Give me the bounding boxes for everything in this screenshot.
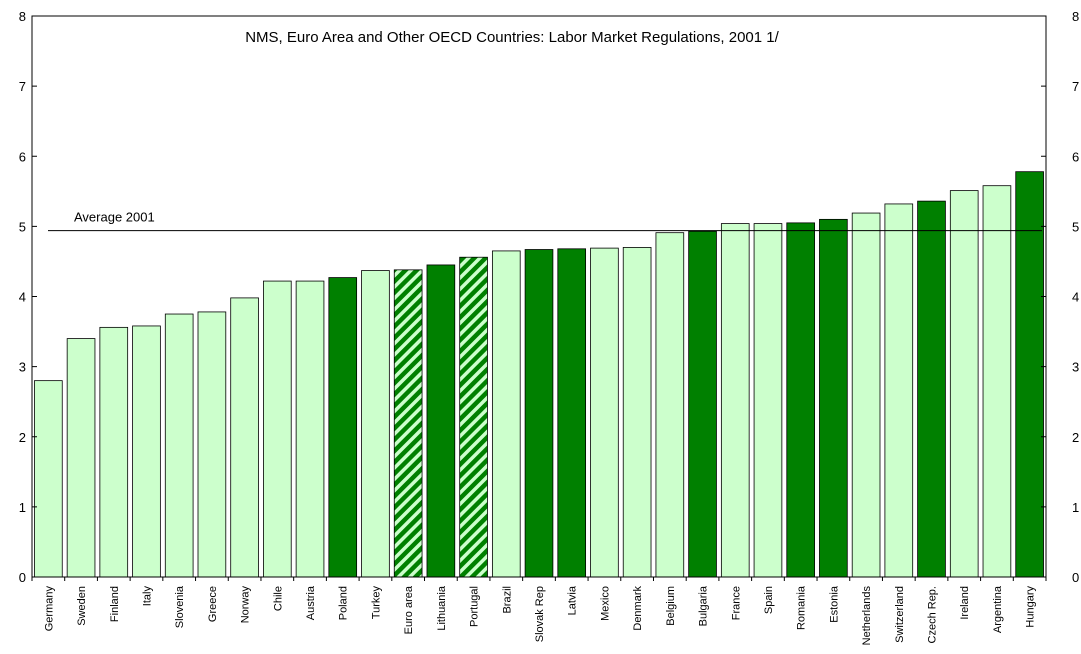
category-label: Slovak Rep (534, 586, 546, 642)
category-label: Hungary (1025, 586, 1037, 628)
bar-switzerland (884, 203, 914, 578)
bar-belgium (655, 232, 685, 578)
category-label: Switzerland (894, 586, 906, 643)
bar-group (34, 171, 1044, 578)
left-y-tick-label: 1 (19, 500, 26, 515)
category-label: Mexico (599, 586, 611, 621)
left-y-tick-label: 7 (19, 79, 26, 94)
bar-austria (295, 280, 325, 578)
category-label: Sweden (76, 586, 88, 626)
bar-lithuania (426, 264, 456, 578)
bar-bulgaria (688, 230, 717, 578)
category-label: Slovenia (174, 585, 186, 628)
left-y-tick-label: 4 (19, 290, 26, 305)
bar-finland (99, 326, 129, 578)
category-labels: Germany Sweden Finland Italy Slovenia Greece N… (43, 585, 1036, 645)
left-y-tick-label: 3 (19, 360, 26, 375)
bar-greece (197, 311, 227, 578)
bar-netherlands (851, 212, 881, 578)
left-y-tick-label: 5 (19, 219, 26, 234)
left-y-tick-label: 2 (19, 430, 26, 445)
left-y-tick-label: 8 (19, 9, 26, 24)
bar-portugal (459, 256, 488, 578)
right-y-tick-label: 0 (1072, 570, 1079, 585)
bar-sweden (66, 338, 96, 578)
right-y-tick-label: 2 (1072, 430, 1079, 445)
bar-france (720, 223, 750, 578)
category-label: Lithuania (436, 585, 448, 631)
bar-slovak-rep (524, 249, 554, 578)
bar-romania (786, 222, 815, 578)
right-y-tick-label: 8 (1072, 9, 1079, 24)
right-y-tick-label: 3 (1072, 360, 1079, 375)
bar-argentina (982, 185, 1012, 578)
reference-line-group: Average 2001 (48, 210, 1042, 232)
right-y-tick-label: 4 (1072, 290, 1079, 305)
bar-turkey (361, 270, 390, 578)
category-label: Poland (338, 586, 350, 620)
average-line-label: Average 2001 (74, 210, 155, 225)
category-label: Spain (763, 586, 775, 614)
category-label: Brazil (501, 586, 513, 614)
bar-norway (230, 297, 259, 578)
category-label: Estonia (828, 585, 840, 623)
bar-euro-area (393, 269, 423, 578)
bar-czech-rep (917, 200, 946, 578)
left-y-tick-label: 0 (19, 570, 26, 585)
category-label: Bulgaria (698, 585, 710, 626)
axes: 0 0 1 1 2 2 3 3 4 4 5 5 6 6 7 7 8 8 (19, 9, 1079, 585)
bar-chile (263, 280, 292, 578)
left-y-tick-label: 6 (19, 149, 26, 164)
bar-italy (132, 325, 161, 578)
category-label: Netherlands (861, 586, 873, 646)
category-label: Romania (796, 585, 808, 630)
category-label: France (730, 586, 742, 620)
category-label: Belgium (665, 586, 677, 626)
right-y-tick-label: 5 (1072, 219, 1079, 234)
category-label: Czech Rep. (927, 586, 939, 643)
category-label: Latvia (567, 585, 579, 615)
category-label: Ireland (959, 586, 971, 620)
bar-spain (753, 223, 783, 578)
category-label: Norway (240, 586, 252, 624)
bar-hungary (1015, 171, 1044, 578)
bar-mexico (590, 247, 619, 578)
category-label: Chile (272, 586, 284, 611)
category-label: Turkey (370, 586, 382, 620)
category-label: Denmark (632, 586, 644, 631)
bar-poland (328, 277, 358, 578)
bar-slovenia (164, 313, 194, 578)
bar-denmark (622, 247, 652, 578)
right-y-tick-label: 6 (1072, 149, 1079, 164)
bar-germany (34, 380, 63, 578)
category-label: Italy (141, 586, 153, 607)
category-label: Germany (43, 586, 55, 632)
right-y-tick-label: 7 (1072, 79, 1079, 94)
bar-latvia (557, 248, 587, 578)
right-y-tick-label: 1 (1072, 500, 1079, 515)
bar-ireland (949, 190, 979, 578)
category-label: Argentina (992, 585, 1004, 633)
bar-brazil (491, 250, 521, 578)
chart-title: NMS, Euro Area and Other OECD Countries:… (245, 29, 779, 46)
category-label: Greece (207, 586, 219, 622)
category-label: Euro area (403, 585, 415, 634)
category-label: Portugal (469, 586, 481, 627)
category-label: Finland (109, 586, 121, 622)
category-label: Austria (305, 585, 317, 620)
bar-estonia (819, 218, 848, 578)
